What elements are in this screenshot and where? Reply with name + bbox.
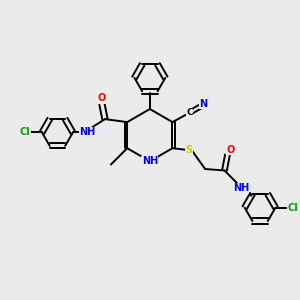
Text: C: C (186, 108, 193, 117)
Text: O: O (98, 93, 106, 103)
Text: Cl: Cl (287, 202, 298, 213)
Text: N: N (199, 99, 207, 109)
Text: NH: NH (79, 128, 95, 137)
Text: NH: NH (142, 156, 158, 166)
Text: Cl: Cl (20, 128, 30, 137)
Text: S: S (185, 145, 192, 155)
Text: O: O (227, 145, 235, 155)
Text: NH: NH (233, 183, 249, 193)
